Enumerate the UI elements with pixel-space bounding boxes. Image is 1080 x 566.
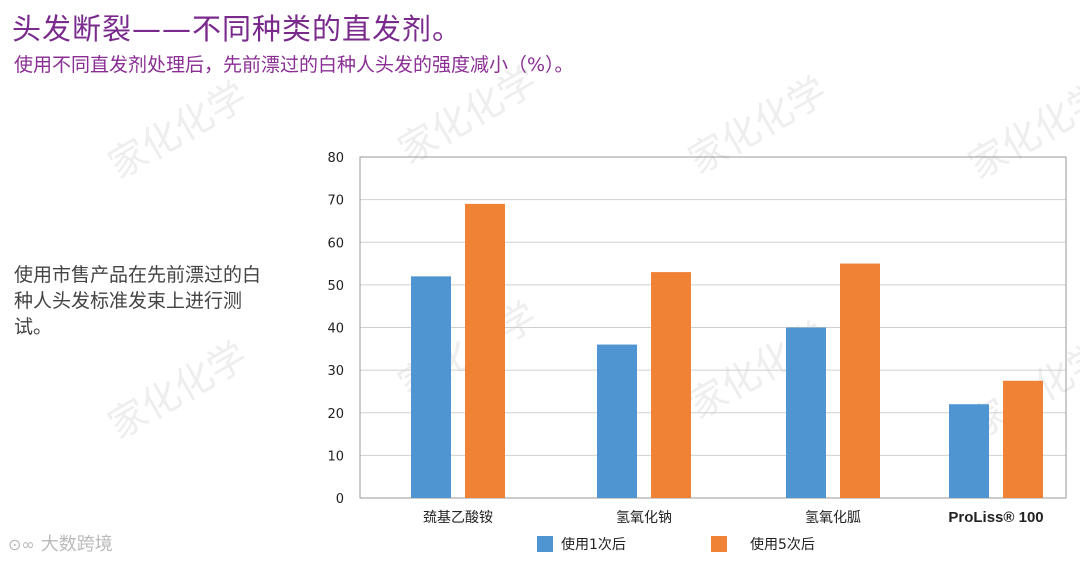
y-tick-label: 10 [327,449,344,464]
page-subtitle: 使用不同直发剂处理后，先前漂过的白种人头发的强度减小（%）。 [14,54,574,76]
plot-frame [359,156,1067,499]
y-tick-label: 50 [327,279,344,294]
y-tick-label: 80 [327,151,344,166]
side-note: 使用市售产品在先前漂过的白种人头发标准发束上进行测试。 [14,264,262,338]
x-category-label: 氢氧化钠 [616,510,672,526]
x-category-label: ProLiss® 100 [948,509,1043,526]
y-tick-label: 30 [327,364,344,379]
bar [1003,380,1043,498]
legend-swatch [711,536,727,552]
bar [786,327,826,498]
y-tick-label: 70 [327,194,344,209]
bar [411,276,451,498]
logo-icon: ⊙∞ [8,535,35,554]
y-tick-label: 20 [327,407,344,422]
y-tick-label: 40 [327,322,344,337]
x-category-label: 氢氧化胍 [805,510,861,526]
page-title: 头发断裂——不同种类的直发剂。 [12,12,463,46]
bar [651,272,691,498]
bar [597,344,637,498]
footer-logo-text: 大数跨境 [40,534,113,555]
bar [840,263,880,498]
bar [465,203,505,498]
legend-label: 使用1次后 [561,536,626,553]
y-tick-label: 60 [327,236,344,251]
legend-swatch [537,536,553,552]
bar [949,404,989,498]
x-category-label: 巯基乙酸铵 [423,509,493,526]
legend-label: 使用5次后 [750,536,815,553]
footer-logo: ⊙∞ 大数跨境 [8,530,113,556]
y-tick-label: 0 [336,492,344,507]
